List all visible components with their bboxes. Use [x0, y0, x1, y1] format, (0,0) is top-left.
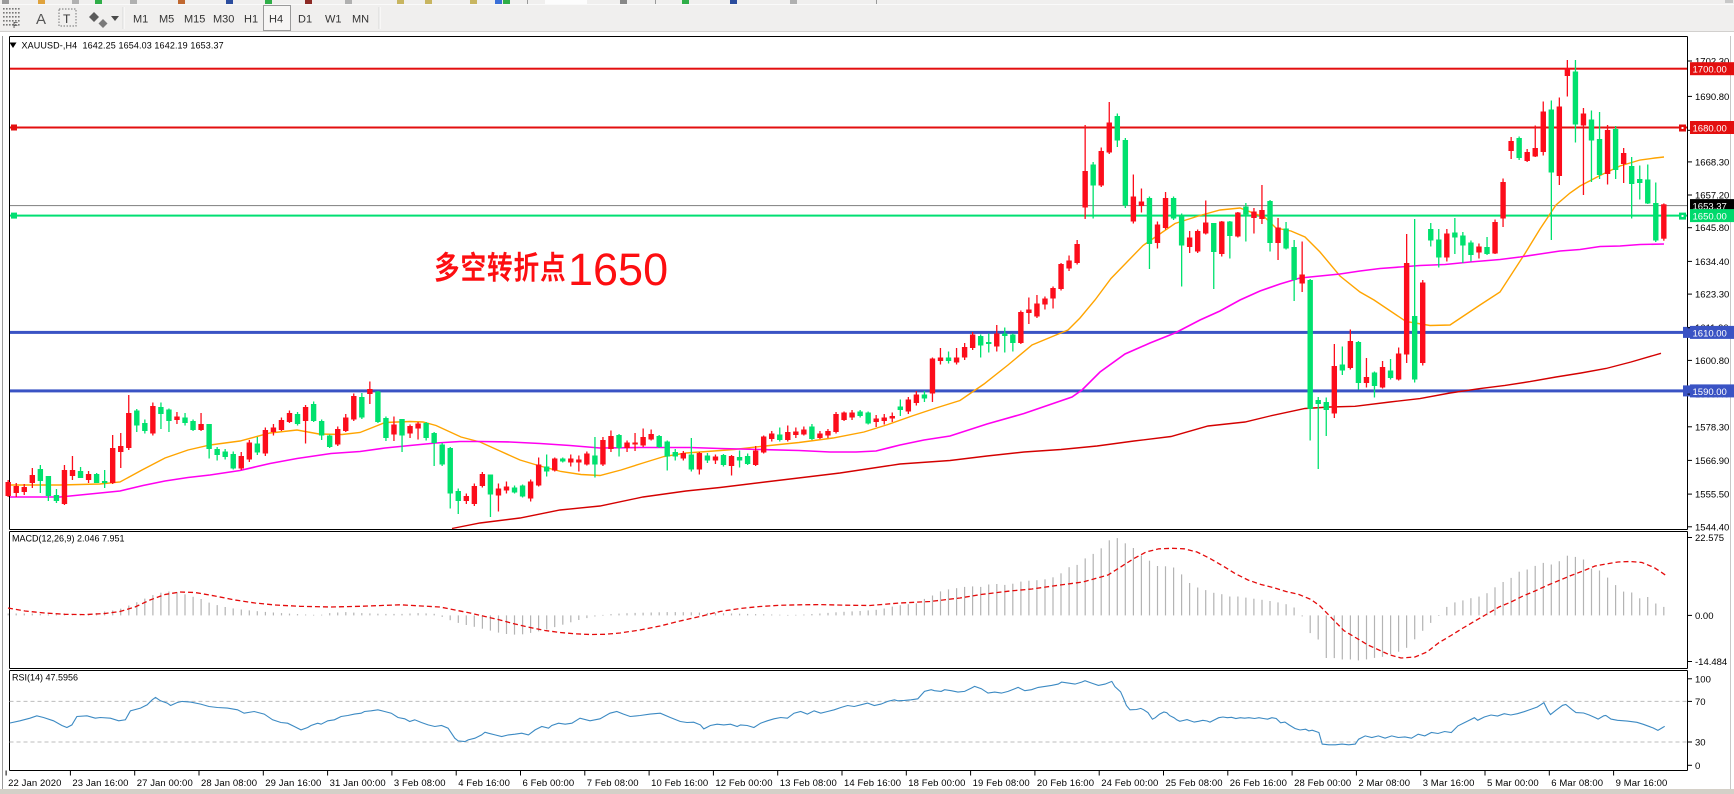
svg-text:10 Feb 16:00: 10 Feb 16:00: [651, 778, 708, 789]
svg-text:M30: M30: [213, 14, 234, 26]
svg-text:1680.00: 1680.00: [1693, 124, 1727, 135]
svg-text:MN: MN: [352, 14, 369, 26]
svg-text:1700.00: 1700.00: [1693, 65, 1727, 76]
svg-text:9 Mar 16:00: 9 Mar 16:00: [1616, 778, 1668, 789]
svg-text:RSI(14) 47.5956: RSI(14) 47.5956: [12, 673, 78, 683]
svg-text:A: A: [36, 11, 46, 28]
svg-text:1544.40: 1544.40: [1695, 522, 1729, 533]
svg-text:0.00: 0.00: [1695, 611, 1714, 622]
svg-text:1610.00: 1610.00: [1693, 328, 1727, 339]
svg-text:22.575: 22.575: [1695, 533, 1724, 544]
svg-text:29 Jan 16:00: 29 Jan 16:00: [265, 778, 321, 789]
svg-text:MACD(12,26,9) 2.046 7.951: MACD(12,26,9) 2.046 7.951: [12, 534, 125, 544]
svg-text:1566.90: 1566.90: [1695, 456, 1729, 467]
svg-text:1650: 1650: [568, 244, 668, 295]
svg-text:1653.37: 1653.37: [1693, 202, 1727, 213]
svg-text:1657.20: 1657.20: [1695, 191, 1729, 202]
svg-text:14 Feb 16:00: 14 Feb 16:00: [844, 778, 901, 789]
svg-text:28 Feb 00:00: 28 Feb 00:00: [1294, 778, 1351, 789]
svg-text:19 Feb 08:00: 19 Feb 08:00: [973, 778, 1030, 789]
svg-text:-14.484: -14.484: [1695, 657, 1727, 668]
svg-text:25 Feb 08:00: 25 Feb 08:00: [1166, 778, 1223, 789]
svg-text:100: 100: [1695, 674, 1711, 685]
svg-text:1600.80: 1600.80: [1695, 356, 1729, 367]
svg-text:4 Feb 16:00: 4 Feb 16:00: [458, 778, 510, 789]
svg-text:31 Jan 00:00: 31 Jan 00:00: [330, 778, 386, 789]
svg-text:0: 0: [1695, 761, 1700, 772]
svg-text:30: 30: [1695, 738, 1706, 749]
svg-text:28 Jan 08:00: 28 Jan 08:00: [201, 778, 257, 789]
svg-text:T: T: [63, 12, 71, 26]
svg-text:2 Mar 08:00: 2 Mar 08:00: [1358, 778, 1410, 789]
svg-text:20 Feb 16:00: 20 Feb 16:00: [1037, 778, 1094, 789]
svg-text:3 Mar 16:00: 3 Mar 16:00: [1423, 778, 1475, 789]
svg-text:M5: M5: [159, 14, 174, 26]
svg-text:H1: H1: [244, 14, 258, 26]
svg-text:1623.30: 1623.30: [1695, 290, 1729, 301]
svg-text:1645.80: 1645.80: [1695, 223, 1729, 234]
svg-text:5 Mar 00:00: 5 Mar 00:00: [1487, 778, 1539, 789]
svg-text:1555.50: 1555.50: [1695, 490, 1729, 501]
svg-text:27 Jan 00:00: 27 Jan 00:00: [137, 778, 193, 789]
svg-text:D1: D1: [298, 14, 312, 26]
svg-text:F: F: [13, 21, 18, 30]
svg-text:6 Mar 08:00: 6 Mar 08:00: [1551, 778, 1603, 789]
svg-text:1702.30: 1702.30: [1695, 57, 1729, 68]
svg-text:12 Feb 00:00: 12 Feb 00:00: [715, 778, 772, 789]
svg-text:1650.00: 1650.00: [1693, 212, 1727, 223]
svg-text:3 Feb 08:00: 3 Feb 08:00: [394, 778, 446, 789]
svg-text:22 Jan 2020: 22 Jan 2020: [8, 778, 61, 789]
svg-text:1578.30: 1578.30: [1695, 422, 1729, 433]
svg-text:70: 70: [1695, 697, 1706, 708]
svg-text:13 Feb 08:00: 13 Feb 08:00: [780, 778, 837, 789]
svg-text:1590.00: 1590.00: [1693, 387, 1727, 398]
svg-text:1690.80: 1690.80: [1695, 92, 1729, 103]
svg-text:H4: H4: [269, 14, 283, 26]
svg-text:1668.30: 1668.30: [1695, 157, 1729, 168]
svg-text:7 Feb 08:00: 7 Feb 08:00: [587, 778, 639, 789]
svg-text:M15: M15: [184, 14, 205, 26]
svg-text:M1: M1: [133, 14, 148, 26]
svg-text:6 Feb 00:00: 6 Feb 00:00: [523, 778, 575, 789]
svg-text:XAUUSD-,H4 1642.25 1654.03 16: XAUUSD-,H4 1642.25 1654.03 1642.19 1653.…: [22, 41, 224, 51]
svg-text:W1: W1: [325, 14, 342, 26]
svg-text:26 Feb 16:00: 26 Feb 16:00: [1230, 778, 1287, 789]
svg-text:18 Feb 00:00: 18 Feb 00:00: [908, 778, 965, 789]
svg-text:24 Feb 00:00: 24 Feb 00:00: [1101, 778, 1158, 789]
svg-text:23 Jan 16:00: 23 Jan 16:00: [72, 778, 128, 789]
svg-text:1634.40: 1634.40: [1695, 257, 1729, 268]
